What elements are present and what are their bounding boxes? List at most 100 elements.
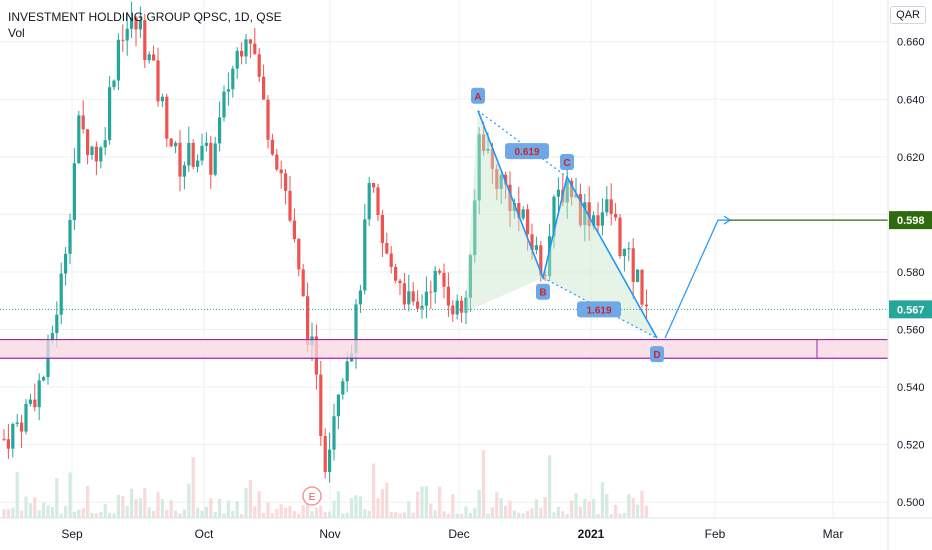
candle-body [306,296,310,345]
candle-body [55,314,59,334]
volume-bar [99,511,103,518]
volume-bar [526,511,530,518]
volume-bar [420,486,424,518]
volume-bar [204,506,208,518]
candle-body [380,214,384,243]
candle-body [407,291,411,305]
volume-bar [147,507,151,518]
volume-bar [372,463,376,518]
volume-bar [451,494,455,518]
ratio-label-box [505,143,549,160]
price-tag-label: 0.567 [897,304,925,316]
volume-bars [2,450,648,518]
x-tick-label: Mar [823,527,844,541]
volume-label: Vol [8,26,25,40]
candle-body [130,17,134,29]
candle-body [486,148,490,151]
volume-bar [50,506,54,518]
volume-bar [165,509,169,518]
volume-bar [182,509,186,518]
candle-body [385,242,389,254]
volume-bar [121,495,125,518]
volume-bar [235,501,239,518]
candle-body [284,173,288,191]
candle-body [336,394,340,417]
candle-body [147,54,151,61]
candle-body [33,399,37,408]
pattern-line [477,110,658,339]
candle-body [90,146,94,156]
ratio-label-box [577,301,621,318]
volume-bar [55,478,59,518]
candle-body [499,174,503,189]
candle-body [279,169,283,174]
candle-body [2,438,6,440]
volume-bar [336,491,340,518]
volume-bar [376,498,380,518]
grid-lines [0,0,888,518]
volume-bar [301,505,305,518]
volume-bar [6,509,10,518]
candle-body [174,142,178,147]
volume-bar [592,499,596,518]
projection-arrow [664,219,730,339]
volume-bar [345,512,349,518]
candle-body [86,129,90,156]
candle-body [477,134,481,201]
volume-bar [486,513,490,518]
volume-bar [266,502,270,518]
y-tick-label: 0.640 [897,94,925,106]
volume-bar [15,472,19,518]
volume-bar [138,498,142,518]
volume-bar [411,512,415,518]
candle-body [468,255,472,298]
currency-badge[interactable]: QAR [890,6,926,24]
candle-body [248,39,252,44]
candle-body [372,183,376,188]
candle-body [556,189,560,197]
volume-bar [495,492,499,518]
volume-bar [306,492,310,518]
volume-bar [297,513,301,518]
candle-body [464,297,468,313]
candle-body [191,142,195,167]
price-tag-box [889,211,932,230]
candle-body [200,145,204,161]
volume-bar [20,510,24,518]
candle-body [257,54,261,77]
chart-header: INVESTMENT HOLDING GROUP QPSC, 1D, QSE V… [8,9,282,41]
volume-bar [323,512,327,518]
volume-bar [112,513,116,518]
candle-body [11,423,15,449]
candle-body [266,99,270,140]
volume-bar [253,506,257,518]
volume-bar [570,500,574,518]
x-tick-label: Nov [319,527,340,541]
volume-bar [482,450,486,518]
volume-bar [125,505,129,518]
volume-bar [380,488,384,518]
volume-bar [314,507,318,518]
volume-bar [42,502,46,518]
volume-bar [367,510,371,518]
volume-bar [574,493,578,518]
volume-bar [213,511,217,518]
candle-body [394,266,398,281]
candle-body [424,291,428,306]
volume-bar [429,503,433,518]
candle-body [218,117,222,144]
candle-body [446,286,450,306]
x-tick-label: Feb [705,527,726,541]
candle-body [244,39,248,57]
volume-bar [354,495,358,518]
y-tick-label: 0.560 [897,325,925,337]
candle-body [526,209,530,235]
candle-body [37,380,41,408]
volume-bar [240,513,244,518]
candle-body [490,148,494,169]
candle-body [262,76,266,100]
volume-bar [156,492,160,518]
candle-body [592,215,596,226]
candle-body [600,212,604,226]
